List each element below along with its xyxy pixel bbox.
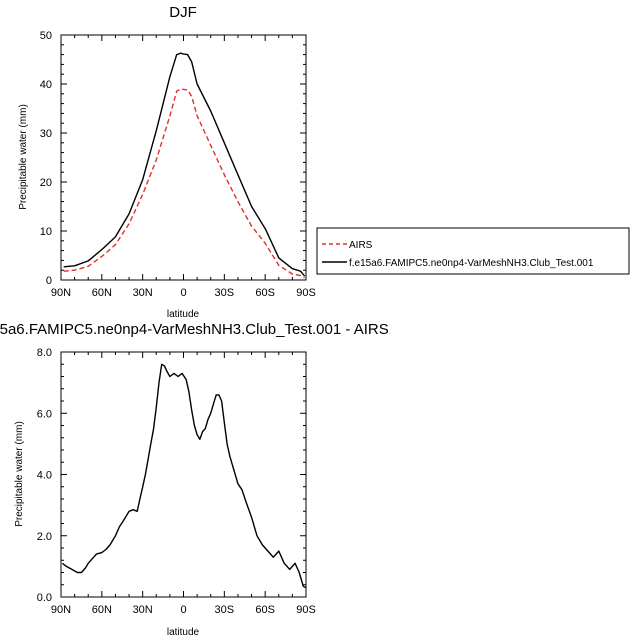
y-tick-label: 0.0: [37, 592, 52, 604]
x-tick-label: 90S: [296, 287, 316, 299]
x-tick-label: 60S: [255, 287, 275, 299]
x-tick-label: 30N: [133, 604, 153, 616]
difference-x-axis-label: latitude: [167, 627, 200, 638]
x-tick-label: 30S: [215, 287, 235, 299]
x-tick-label: 30N: [133, 287, 153, 299]
y-tick-label: 6.0: [37, 408, 52, 420]
djf-series-lines: [63, 52, 306, 279]
y-tick-label: 10: [40, 226, 52, 238]
y-tick-label: 30: [40, 128, 52, 140]
x-tick-label: 0: [180, 287, 186, 299]
x-tick-label: 90N: [51, 287, 71, 299]
djf-panel: DJF Precipitable water (mm) latitude 90N…: [18, 4, 316, 320]
x-tick-label: 60N: [92, 604, 112, 616]
difference-y-axis-label: Precipitable water (mm): [14, 421, 25, 527]
x-tick-label: 60N: [92, 287, 112, 299]
y-tick-label: 2.0: [37, 531, 52, 543]
djf-series-line-0: [63, 88, 305, 279]
x-tick-label: 60S: [255, 604, 275, 616]
difference-title: 15a6.FAMIPC5.ne0np4-VarMeshNH3.Club_Test…: [0, 321, 389, 338]
djf-plot-frame: [60, 34, 307, 281]
djf-ticks: 90N 60N 30N 0 30S 60S 90S 0 10 20 30 40 50: [40, 30, 316, 299]
y-tick-label: 50: [40, 30, 52, 42]
x-tick-label: 0: [180, 604, 186, 616]
x-tick-label: 90N: [51, 604, 71, 616]
difference-series-line-0: [61, 363, 307, 589]
y-tick-label: 40: [40, 79, 52, 91]
difference-panel: 15a6.FAMIPC5.ne0np4-VarMeshNH3.Club_Test…: [0, 321, 389, 638]
difference-plot-frame: [60, 351, 307, 598]
djf-y-axis-label: Precipitable water (mm): [18, 104, 29, 210]
difference-ticks: 90N 60N 30N 0 30S 60S 90S 0.0 2.0 4.0 6.0 8.0: [37, 347, 316, 616]
difference-series-lines: [61, 363, 307, 589]
y-tick-label: 4.0: [37, 470, 52, 482]
djf-series-line-1: [63, 52, 306, 277]
x-tick-label: 90S: [296, 604, 316, 616]
djf-title: DJF: [169, 4, 197, 21]
legend-airs-label: AIRS: [349, 240, 373, 251]
djf-x-axis-label: latitude: [167, 309, 200, 320]
y-tick-label: 8.0: [37, 347, 52, 359]
y-tick-label: 20: [40, 177, 52, 189]
legend: AIRS f.e15a6.FAMIPC5.ne0np4-VarMeshNH3.C…: [316, 227, 630, 275]
y-tick-label: 0: [46, 275, 52, 287]
legend-model-label: f.e15a6.FAMIPC5.ne0np4-VarMeshNH3.Club_T…: [349, 258, 594, 269]
legend-box: [316, 227, 630, 275]
x-tick-label: 30S: [215, 604, 235, 616]
